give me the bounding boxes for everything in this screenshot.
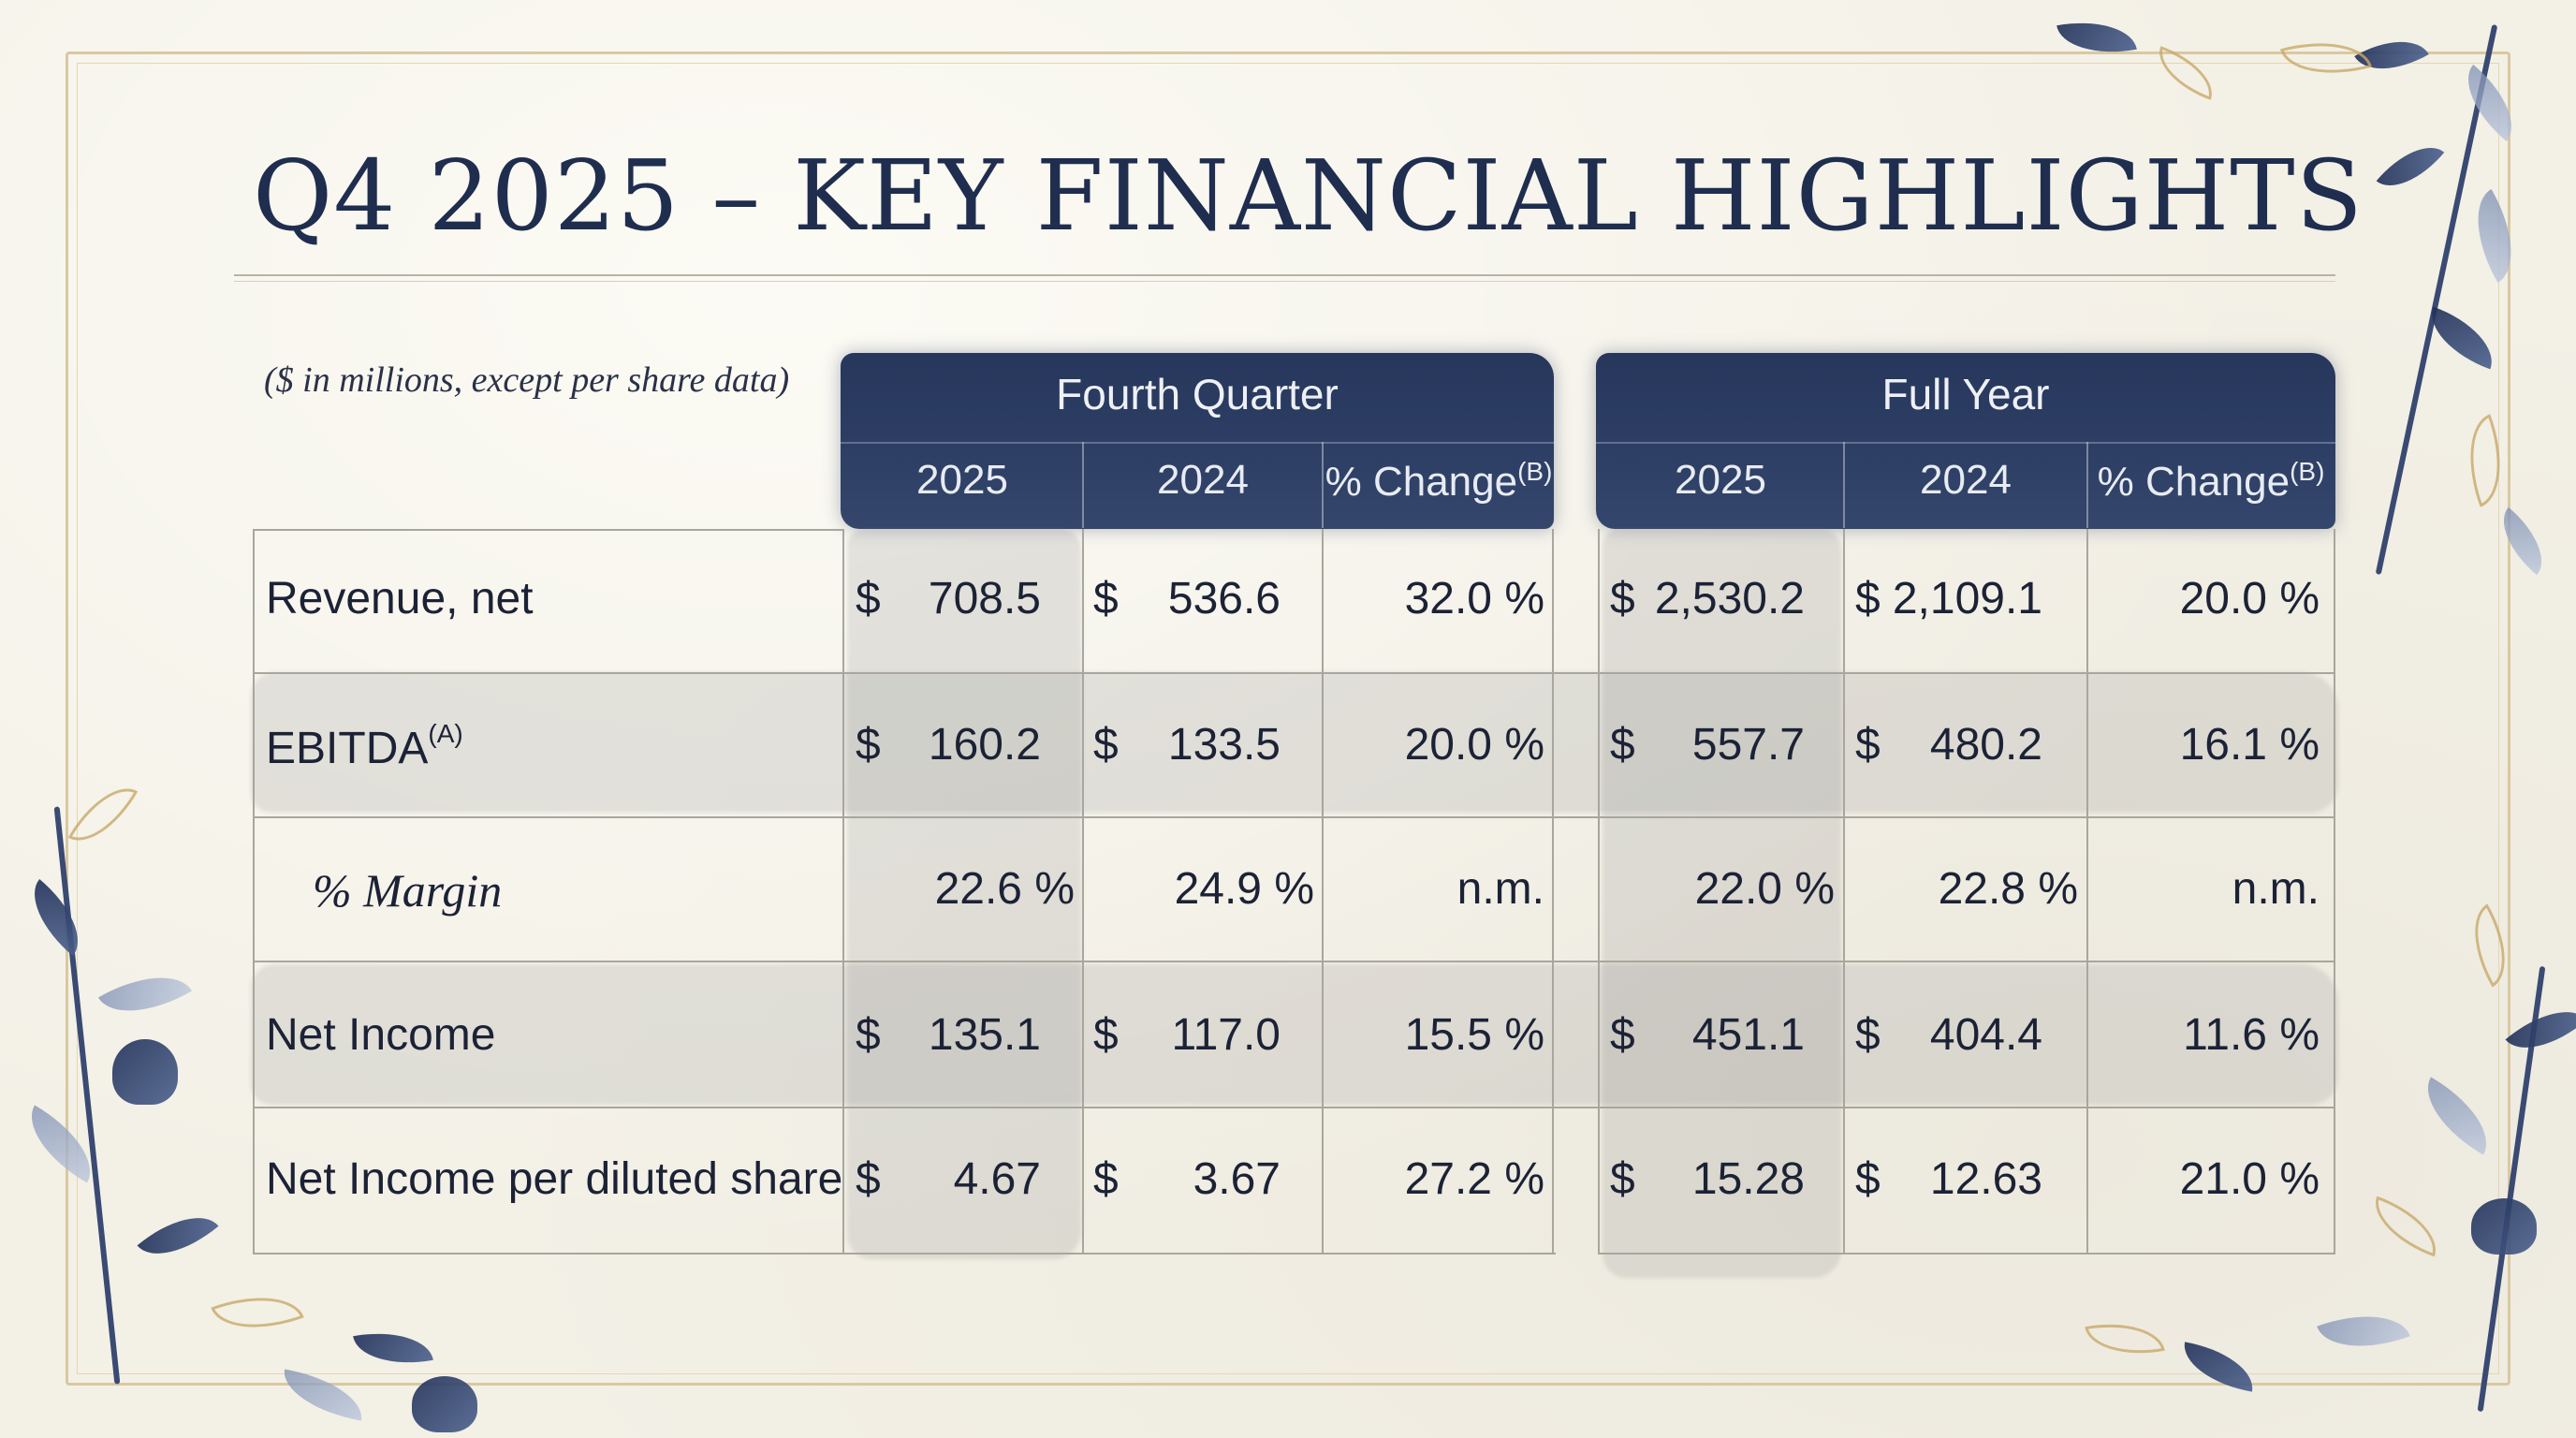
title-rule [234,274,2335,276]
cell-q-2025: 4.67 [953,1154,1041,1204]
cell-fy-change: 11.6 % [2183,1010,2320,1060]
header-band-full-year [1596,353,2335,529]
cell-q-2024: 133.5 [1167,720,1281,770]
currency-symbol: $ [1855,574,1881,624]
cell-q-2024: 3.67 [1193,1154,1281,1204]
currency-symbol: $ [1093,1154,1119,1204]
col-header-fy-2024: 2024 [1920,457,2012,503]
footnote-a-marker: (A) [428,719,463,748]
row-label-net-income: Net Income [266,1010,496,1060]
cell-q-2025: 708.5 [928,574,1041,624]
row-label-revenue: Revenue, net [266,574,534,624]
currency-symbol: $ [856,1010,881,1060]
currency-symbol: $ [1610,574,1635,624]
cell-fy-change: 20.0 % [2179,574,2320,624]
currency-symbol: $ [1855,1010,1881,1060]
cell-q-2025: 160.2 [928,720,1041,770]
footnote-b-marker: (B) [2290,457,2325,486]
cell-q-2024: 536.6 [1167,574,1281,624]
units-note: ($ in millions, except per share data) [264,360,790,400]
decorative-frame-inner [77,63,2499,1374]
cell-fy-2024: 2,109.1 [1892,574,2042,624]
wash-column-q-2025 [847,529,1081,1259]
header-separator [1843,442,1845,528]
currency-symbol: $ [1855,1154,1881,1204]
cell-q-2025: 135.1 [928,1010,1041,1060]
group-title-full-year: Full Year [1881,370,2050,418]
cell-q-change: 27.2 % [1404,1154,1544,1204]
cell-q-change: n.m. [1456,864,1544,914]
wash-row-ebitda [251,672,2338,813]
header-band-fourth-quarter [841,353,1554,529]
group-title-fourth-quarter: Fourth Quarter [1056,370,1339,418]
header-separator [2086,442,2088,528]
cell-q-2025: 22.6 % [934,864,1075,914]
cell-q-2024: 117.0 [1171,1010,1281,1060]
currency-symbol: $ [856,720,881,770]
currency-symbol: $ [856,1154,881,1204]
header-separator [1322,442,1324,528]
col-header-fy-2025: 2025 [1675,457,1766,503]
cell-fy-2024: 22.8 % [1938,864,2078,914]
currency-symbol: $ [1093,1010,1119,1060]
title-rule-thin [234,281,2335,282]
cell-fy-2025: 22.0 % [1694,864,1835,914]
cell-fy-2025: 557.7 [1691,720,1805,770]
currency-symbol: $ [1610,720,1635,770]
page-title: Q4 2025 – KEY FINANCIAL HIGHLIGHTS [253,139,2364,253]
cell-q-change: 15.5 % [1404,1010,1544,1060]
cell-fy-change: 16.1 % [2179,720,2320,770]
header-separator [1082,442,1084,528]
cell-q-change: 32.0 % [1404,574,1544,624]
currency-symbol: $ [1093,574,1119,624]
cell-fy-change: n.m. [2232,864,2320,914]
wash-column-fy-2025 [1603,529,1841,1278]
currency-symbol: $ [1610,1010,1635,1060]
cell-fy-2024: 12.63 [1929,1154,2042,1204]
cell-fy-2025: 2,530.2 [1654,574,1805,624]
currency-symbol: $ [1855,720,1881,770]
col-header-q-2024: 2024 [1157,457,1249,503]
col-header-q-change: % Change(B) [1325,457,1553,505]
cell-fy-2025: 451.1 [1691,1010,1805,1060]
row-label-margin: % Margin [313,864,503,917]
footnote-b-marker: (B) [1517,457,1553,486]
currency-symbol: $ [856,574,881,624]
currency-symbol: $ [1610,1154,1635,1204]
col-header-q-2025: 2025 [916,457,1008,503]
row-label-ebitda: EBITDA(A) [266,719,463,773]
wash-row-net-income [251,964,2338,1105]
col-header-fy-change: % Change(B) [2097,457,2325,505]
cell-q-2024: 24.9 % [1174,864,1314,914]
cell-fy-2025: 15.28 [1691,1154,1805,1204]
cell-fy-2024: 404.4 [1929,1010,2042,1060]
cell-fy-change: 21.0 % [2179,1154,2320,1204]
cell-fy-2024: 480.2 [1929,720,2042,770]
currency-symbol: $ [1093,720,1119,770]
cell-q-change: 20.0 % [1404,720,1544,770]
decorative-frame [66,51,2510,1386]
row-label-eps: Net Income per diluted share [266,1154,843,1204]
